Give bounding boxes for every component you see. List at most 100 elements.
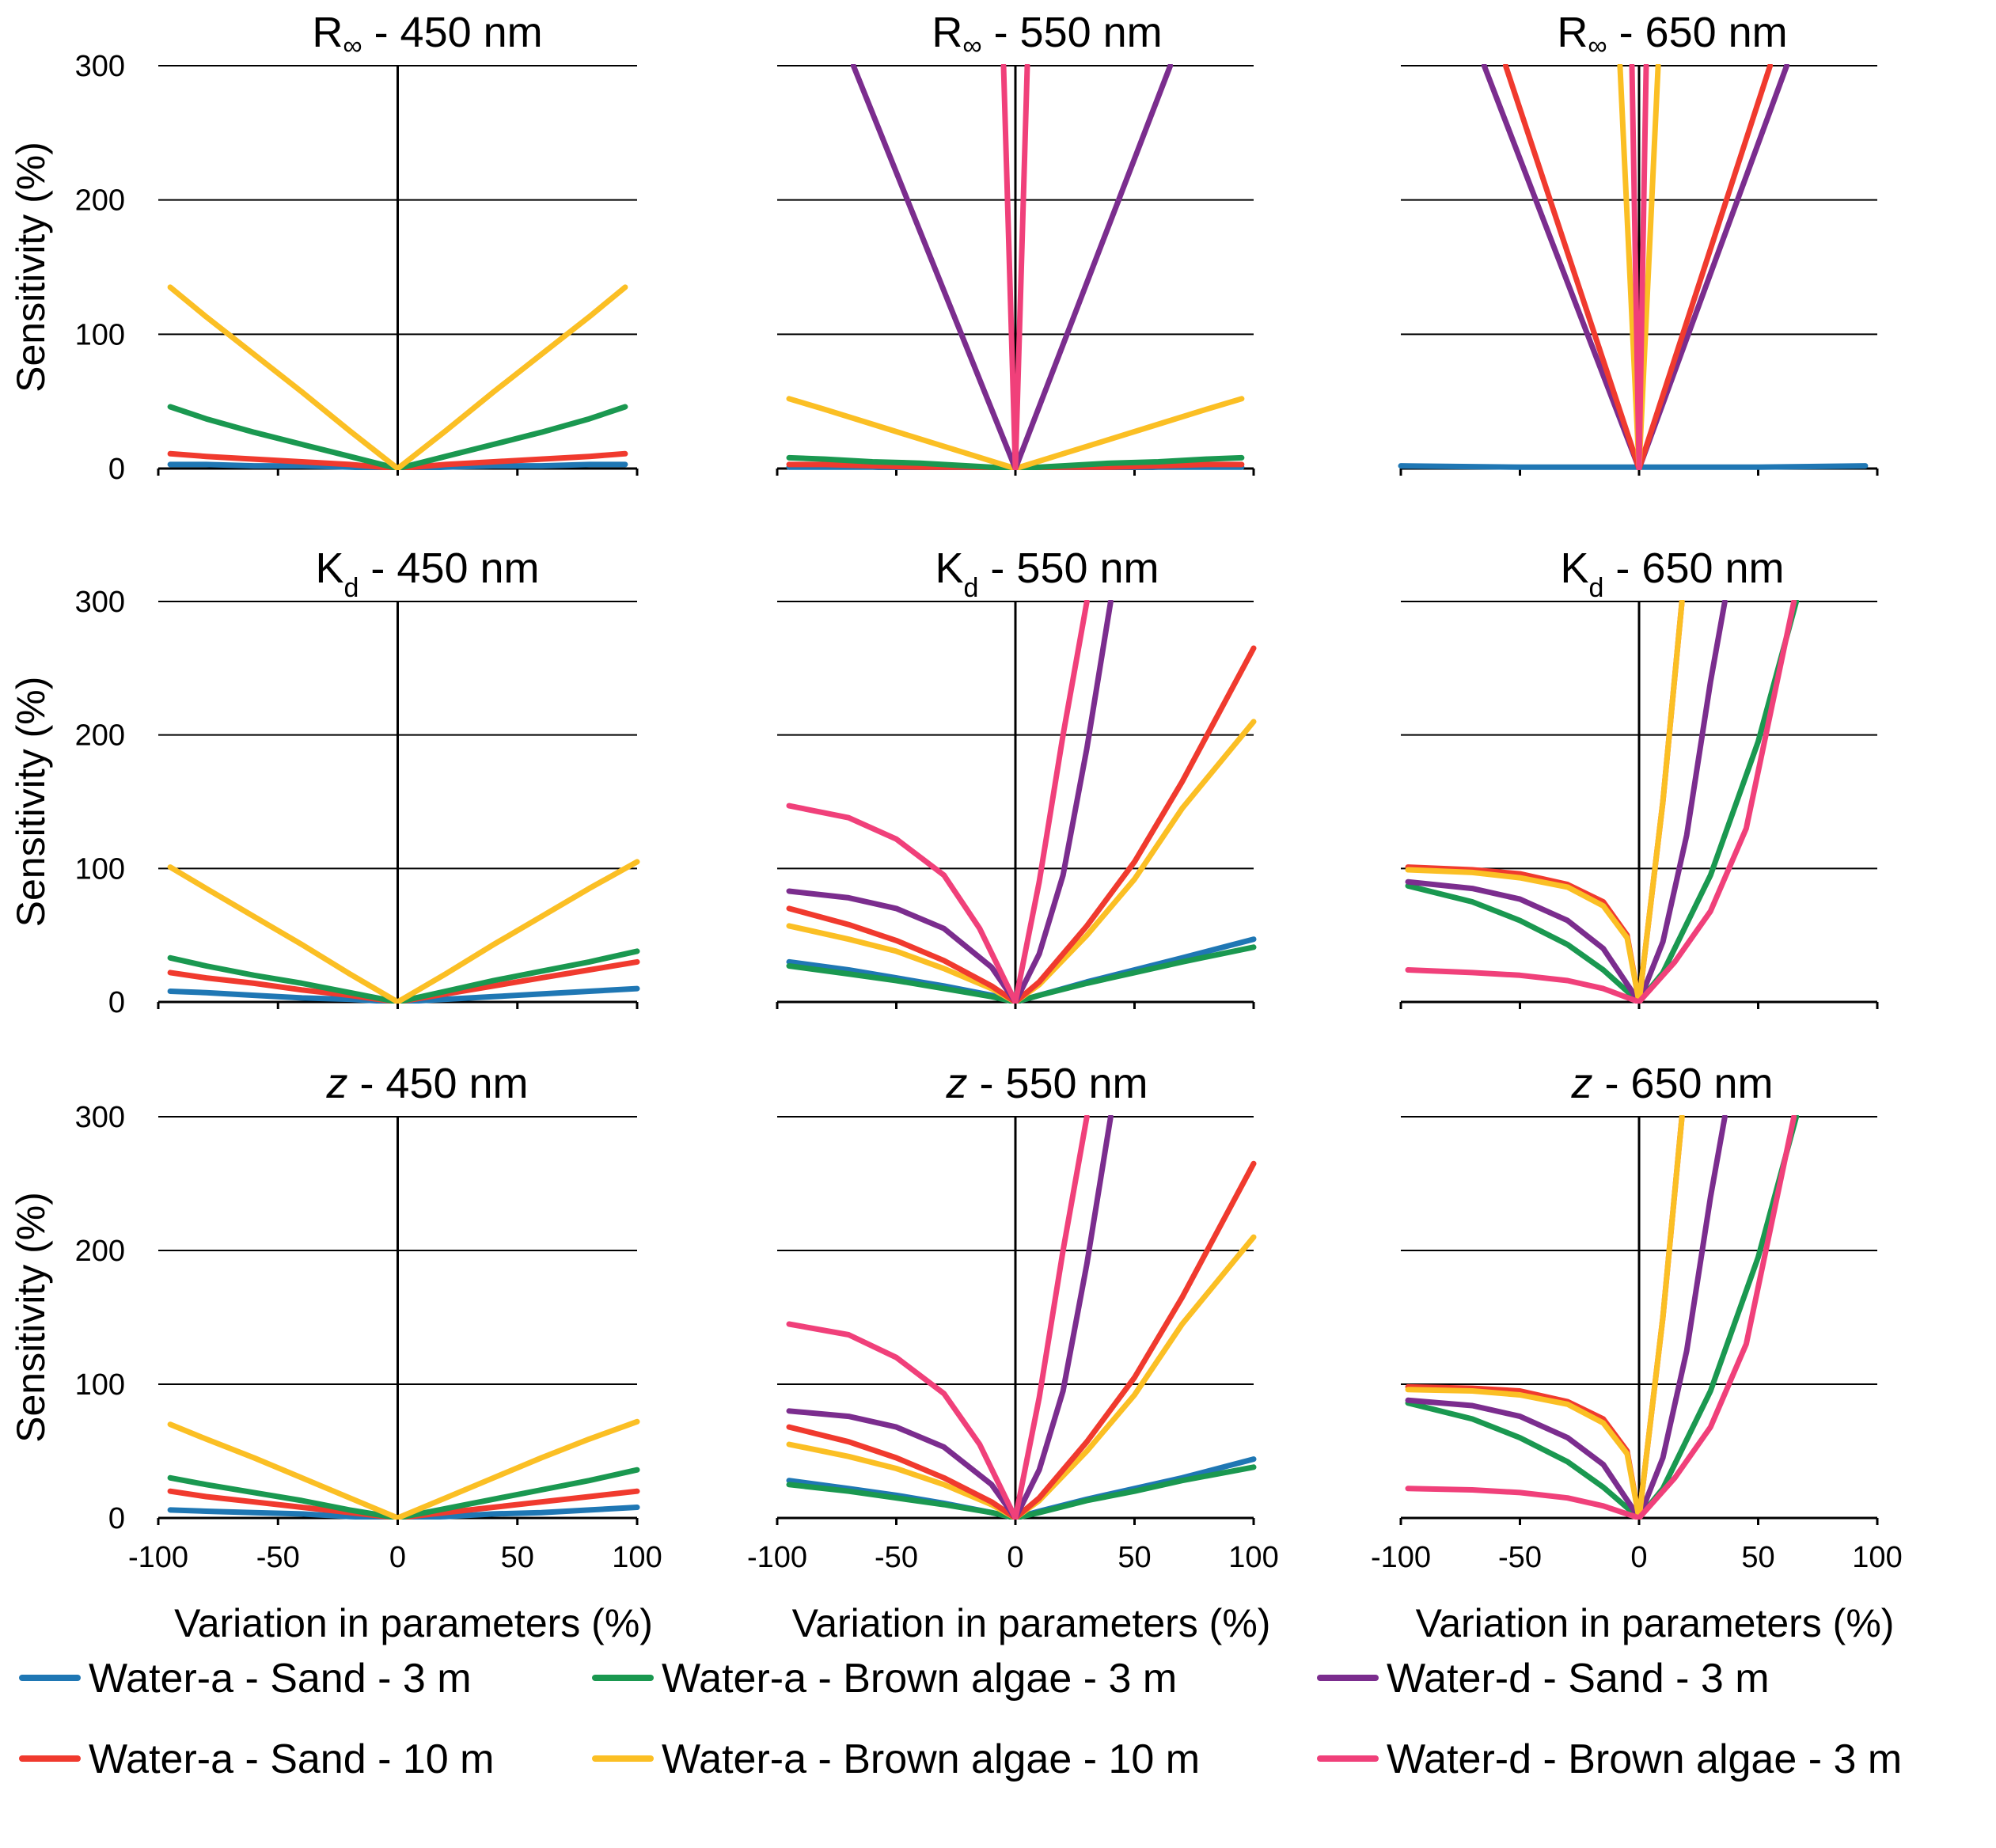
x-tick-label: -100 [747,1541,807,1574]
y-tick-label: 200 [75,1235,125,1268]
series-group [167,1418,640,1520]
title-subscript: d [344,573,359,603]
series-line-wd_sand_3 [1405,1115,1728,1520]
x-tick-label: 0 [1630,1541,1647,1574]
panel-title: R∞ - 550 nm [932,9,1162,61]
title-rest: - 450 nm [359,545,539,592]
y-tick-label: 300 [75,50,125,83]
legend: Water-a - Sand - 3 m Water-a - Brown alga… [19,1656,1902,1782]
title-subscript: d [1589,573,1604,603]
series-line-wd_brown_3 [1629,64,1649,470]
x-tick-label: 100 [1852,1541,1902,1574]
y-tick-label: 300 [75,1101,125,1134]
series-line-wa_brown_3 [1405,600,1800,1004]
panel-7: 0 100 200 300 Sensitivity (%) -100 -50 0 50 100 Va… [9,1060,662,1645]
title-rest: - 450 nm [347,1060,528,1107]
series-group [167,859,640,1004]
x-tick-label: 50 [1118,1541,1151,1574]
title-main: R [312,9,343,56]
series-line-wd_brown_3 [1405,1115,1797,1520]
x-tick-label: -50 [1498,1541,1542,1574]
legend-label: Water-d - Sand - 3 m [1387,1656,1770,1702]
panel-title: Kd - 450 nm [315,545,539,603]
series-line-wd_brown_3 [786,600,1090,1004]
title-main: K [935,545,963,592]
y-tick-label: 100 [75,1368,125,1402]
x-tick-label: 50 [1741,1541,1774,1574]
y-tick-label: 100 [75,318,125,351]
title-rest: - 550 nm [982,9,1163,56]
y-tick-label: 0 [108,453,125,486]
title-main: z [945,1060,967,1107]
title-subscript: ∞ [343,31,362,61]
title-subscript: d [964,573,979,603]
title-rest: - 550 nm [967,1060,1148,1107]
y-axis-label: Sensitivity (%) [9,677,53,928]
x-tick-label: 50 [501,1541,534,1574]
series-line-wa_brown_10 [1405,600,1685,1004]
y-tick-label: 200 [75,184,125,218]
x-axis-label: Variation in parameters (%) [1416,1601,1895,1645]
series-group [786,1115,1257,1520]
title-main: K [1560,545,1588,592]
title-rest: - 650 nm [1592,1060,1773,1107]
panel-title: Kd - 550 nm [935,545,1159,603]
legend-label: Water-a - Brown algae - 3 m [662,1656,1177,1702]
y-tick-label: 100 [75,852,125,886]
series-line-wa_sand_3 [1398,463,1869,470]
y-tick-label: 0 [108,1502,125,1535]
x-tick-label: -50 [875,1541,918,1574]
title-rest: - 550 nm [978,545,1159,592]
x-tick-label: -100 [128,1541,188,1574]
panel-title: R∞ - 650 nm [1557,9,1787,61]
x-tick-label: 0 [389,1541,406,1574]
x-tick-label: 0 [1007,1541,1023,1574]
panel-4: 0 100 200 300 Sensitivity (%) Kd - 450 nm [9,545,640,1019]
panel-3: R∞ - 650 nm [1398,9,1879,476]
series-line-wa_brown_10 [167,284,628,470]
series-line-wd_brown_3 [1000,64,1030,470]
series-line-wa_sand_10 [1405,600,1685,1004]
panel-title: R∞ - 450 nm [312,9,542,61]
series-line-wa_brown_10 [167,859,640,1004]
legend-item-wa_brown_3: Water-a - Brown algae - 3 m [592,1656,1177,1702]
panel-2: R∞ - 550 nm [776,9,1255,476]
series-group [167,284,628,470]
series-line-wd_brown_3 [786,1115,1090,1520]
title-main: z [1570,1060,1592,1107]
title-subscript: ∞ [962,31,981,61]
panel-9: -100 -50 0 50 100 Variation in parameters (%)… [1371,1060,1903,1645]
series-group [786,600,1257,1004]
x-tick-label: 100 [612,1541,662,1574]
panel-6: Kd - 650 nm [1399,545,1879,1009]
series-group [1405,600,1800,1004]
panel-title: Kd - 650 nm [1560,545,1784,603]
legend-label: Water-a - Brown algae - 10 m [662,1736,1200,1782]
series-group [786,64,1245,470]
panel-5: Kd - 550 nm [776,545,1257,1009]
legend-label: Water-a - Sand - 3 m [89,1656,472,1702]
series-line-wd_sand_3 [786,1115,1114,1520]
legend-item-wa_brown_10: Water-a - Brown algae - 10 m [592,1736,1200,1782]
x-tick-label: -100 [1371,1541,1431,1574]
series-line-wa_sand_10 [1405,1115,1685,1520]
y-axis-label: Sensitivity (%) [9,1192,53,1443]
legend-label: Water-a - Sand - 10 m [89,1736,494,1782]
y-tick-label: 200 [75,719,125,753]
panel-title: z - 650 nm [1570,1060,1773,1107]
title-main: R [1557,9,1588,56]
series-group [1405,1115,1800,1520]
title-main: K [315,545,343,592]
title-rest: - 650 nm [1607,9,1788,56]
y-tick-label: 0 [108,986,125,1019]
series-line-wa_brown_10 [167,1418,640,1520]
x-axis-label: Variation in parameters (%) [174,1601,653,1645]
x-tick-label: 100 [1228,1541,1278,1574]
series-line-wd_sand_3 [1405,600,1728,1004]
panel-title: z - 550 nm [945,1060,1148,1107]
series-line-wa_brown_10 [1405,1115,1685,1520]
panel-8: -100 -50 0 50 100 Variation in parameters (%)… [747,1060,1279,1645]
series-line-wa_brown_3 [1405,1115,1800,1520]
legend-item-wd_sand_3: Water-d - Sand - 3 m [1317,1656,1770,1702]
